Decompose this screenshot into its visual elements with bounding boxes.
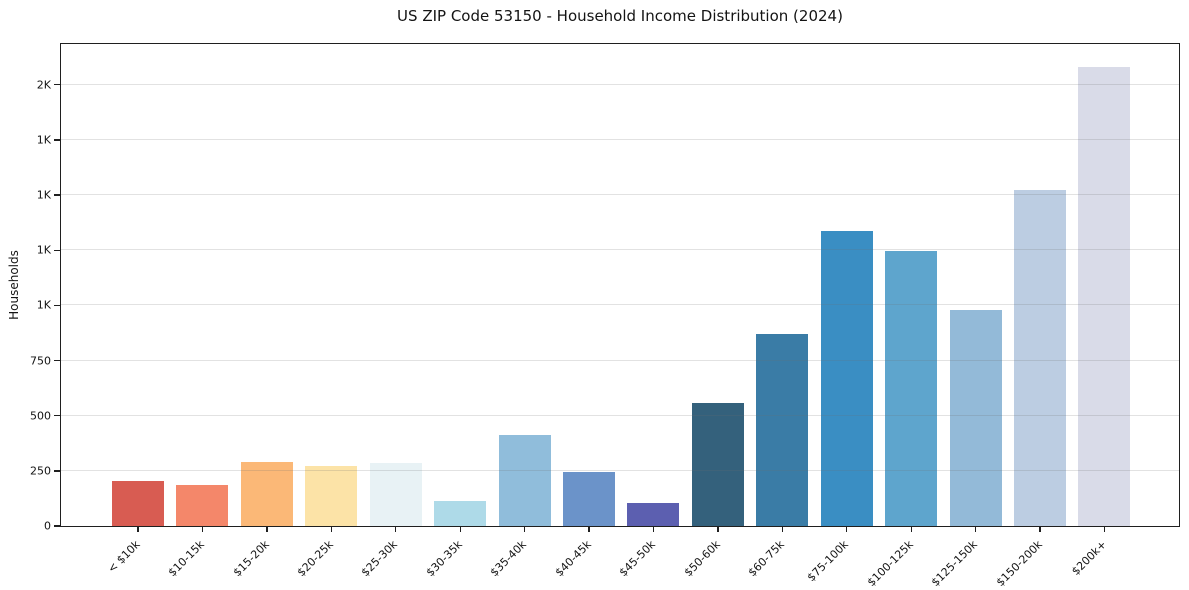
x-tick-mark: [137, 526, 139, 532]
y-tick-mark: [54, 139, 60, 141]
x-tick-label: $45-50k: [616, 537, 659, 580]
y-tick-mark: [54, 194, 60, 196]
gridline: [61, 194, 1179, 196]
x-tick-mark: [652, 526, 655, 532]
y-tick-label: 2K: [36, 78, 51, 92]
x-tick-label: $100-125k: [864, 537, 916, 590]
gridline: [61, 83, 1179, 85]
x-tick-label: $200k+: [1069, 537, 1110, 578]
x-tick-label: $20-25k: [294, 537, 336, 580]
bar-4550k: [627, 502, 680, 526]
y-tick-mark: [54, 525, 60, 527]
y-tick-label: 1K: [36, 133, 51, 147]
x-tick-mark: [201, 526, 204, 532]
y-tick-mark: [54, 359, 60, 362]
x-tick-label: $50-60k: [681, 537, 723, 580]
x-tick-mark: [974, 526, 977, 532]
y-axis-label: Households: [7, 250, 21, 320]
gridline: [61, 138, 1179, 140]
x-tick-mark: [910, 526, 912, 532]
x-tick-label: $40-45k: [552, 537, 594, 580]
bar-75100k: [820, 231, 873, 526]
x-tick-label: $150-200k: [993, 537, 1045, 590]
x-tick-label: $30-35k: [423, 537, 465, 580]
x-tick-mark: [717, 526, 719, 532]
x-tick-mark: [523, 526, 526, 532]
x-tick-mark: [395, 526, 397, 532]
bar-3035k: [434, 500, 487, 526]
y-tick-label: 500: [30, 409, 51, 423]
gridline: [61, 249, 1179, 251]
x-tick-mark: [1103, 526, 1106, 532]
y-tick-mark: [54, 415, 60, 417]
x-tick-mark: [266, 526, 268, 532]
x-tick-label: $75-100k: [805, 537, 852, 585]
y-tick-label: 1K: [36, 243, 51, 257]
x-tick-label: $35-40k: [487, 537, 530, 580]
y-tick-label: 0: [44, 519, 51, 533]
bar-6075k: [756, 334, 809, 526]
bar-3540k: [498, 435, 551, 526]
x-tick-mark: [588, 526, 590, 532]
bar-1520k: [240, 461, 293, 526]
bar-2530k: [369, 462, 422, 526]
y-tick-label: 1K: [36, 188, 51, 202]
x-tick-mark: [1039, 526, 1041, 532]
plot-area: 0 250 500 750 1K 1K 1K 1K 2K < $10k $10-15k $15-20k…: [30, 43, 1180, 589]
gridline: [61, 304, 1179, 306]
y-tick-label: 750: [30, 354, 51, 368]
bar-200k: [1078, 67, 1131, 526]
x-tick-mark: [330, 526, 332, 532]
y-tick-mark: [54, 304, 60, 307]
y-tick-mark: [54, 470, 60, 472]
x-tick-label: $15-20k: [230, 537, 272, 580]
bar-10k: [112, 480, 164, 526]
x-tick-mark: [459, 526, 461, 532]
y-tick-label: 1K: [36, 298, 51, 312]
bar-125150k: [949, 310, 1002, 526]
bar-1015k: [176, 485, 229, 526]
gridline: [61, 414, 1179, 416]
x-tick-mark: [781, 526, 783, 532]
bar-4045k: [563, 471, 615, 526]
bar-100125k: [885, 251, 938, 526]
gridline: [61, 359, 1179, 361]
bar-5060k: [691, 403, 744, 526]
y-tick-label: 250: [30, 464, 51, 478]
bar-2025k: [305, 466, 358, 526]
x-tick-mark: [846, 526, 848, 532]
gridline: [61, 469, 1179, 471]
y-tick-mark: [54, 84, 60, 86]
x-tick-label: $60-75k: [745, 537, 787, 580]
y-tick-mark: [54, 249, 60, 251]
x-tick-label: $125-150k: [929, 537, 981, 590]
chart-title: US ZIP Code 53150 - Household Income Dis…: [397, 7, 843, 25]
x-tick-label: < $10k: [105, 537, 143, 576]
bar-150200k: [1014, 190, 1067, 526]
x-tick-label: $10-15k: [165, 537, 208, 580]
x-tick-label: $25-30k: [359, 537, 401, 580]
